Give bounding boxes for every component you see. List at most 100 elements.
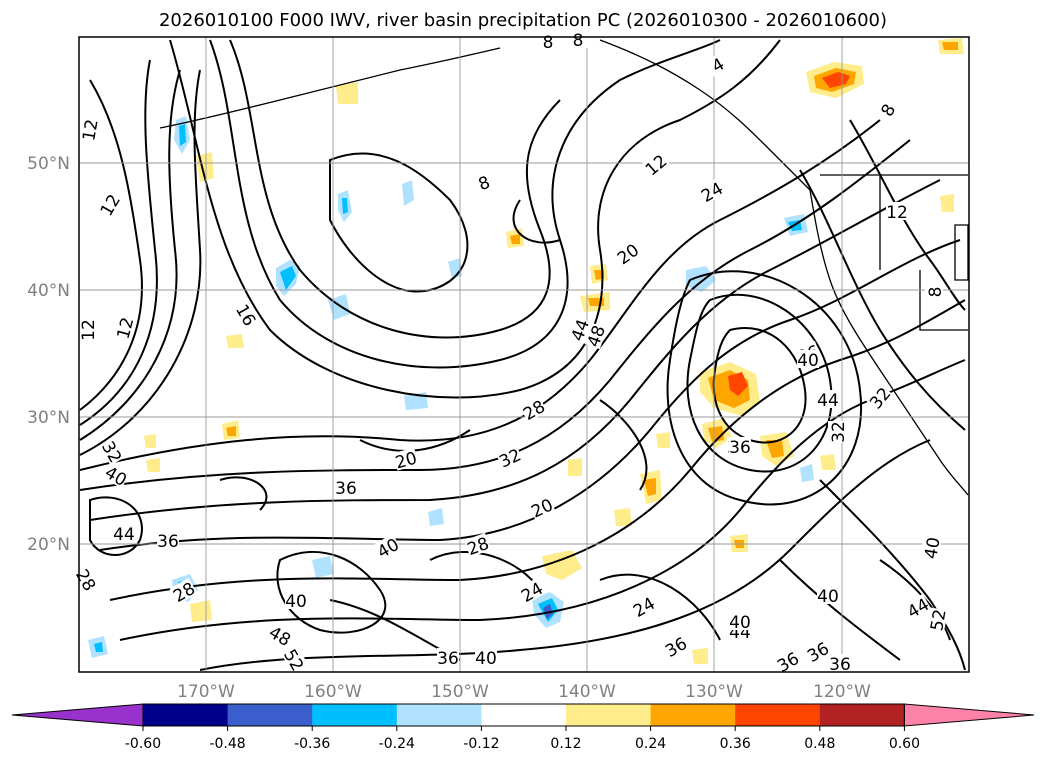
colorbar-tick-label: 0.48 (804, 736, 835, 752)
iwv-contour-line (79, 79, 143, 411)
colorbar-segment (650, 704, 736, 726)
precip-positive-patch (766, 440, 784, 458)
precip-positive-patch (940, 194, 954, 212)
precip-negative-patch (280, 266, 296, 290)
iwv-contour-line (79, 59, 158, 426)
lat-label: 50°N (27, 154, 70, 174)
precip-positive-patch (656, 432, 670, 448)
colorbar-segment (396, 704, 482, 726)
iwv-contour-line (599, 573, 721, 641)
iwv-contour-line (799, 169, 966, 431)
precip-positive-patch (226, 334, 244, 348)
contour-label-bg (873, 95, 901, 124)
contour-label-bg (266, 621, 295, 649)
contour-label-bg (925, 281, 943, 303)
contour-label-bg (112, 314, 136, 341)
coastline-alaska (599, 39, 811, 191)
iwv-contour-line (666, 270, 863, 506)
coastline-west-coast (809, 189, 969, 496)
coastline-aleutians (159, 47, 501, 129)
contour-label-bg (78, 319, 96, 341)
lon-label: 160°W (304, 682, 362, 702)
contour-label: 36 (729, 438, 751, 458)
iwv-contour-line (712, 327, 807, 444)
iwv-contour-line (599, 399, 648, 491)
precip-negative-patch (428, 508, 444, 526)
iwv-contour-line (89, 179, 941, 521)
contour-label-bg (169, 577, 198, 605)
contour-label: 12 (79, 118, 102, 143)
precip-positive-patch (336, 82, 358, 104)
iwv-contour-line (779, 559, 901, 661)
precip-negative-patch (402, 180, 414, 206)
contour-label: 8 (543, 33, 554, 53)
precip-positive-patch (542, 550, 582, 580)
colorbar-tick-label: 0.60 (889, 736, 920, 752)
contour-label-bg (113, 524, 135, 542)
contour-label-bg (335, 478, 357, 496)
colorbar-segment (312, 704, 398, 726)
contour-label-bg (641, 150, 670, 179)
lon-label: 150°W (431, 682, 489, 702)
contour-label-bg (817, 390, 839, 408)
contour-label-bg (661, 632, 690, 660)
contour-label-bg (797, 350, 819, 368)
iwv-contour-line (79, 139, 911, 491)
contour-label-bg (773, 647, 802, 675)
colorbar-frame (142, 703, 905, 727)
contour-label-bg (373, 533, 402, 561)
precip-positive-patch (820, 454, 836, 470)
contour-label: 52 (927, 608, 950, 633)
contour-label: 44 (113, 525, 135, 545)
colorbar-tick-label: 0.24 (635, 736, 666, 752)
contour-label: 40 (729, 613, 751, 633)
contour-label: 12 (886, 203, 908, 223)
colorbar-tick-label: -0.36 (294, 736, 330, 752)
precip-positive-patch (614, 508, 632, 526)
contour-label-bg (926, 607, 948, 633)
map-background (79, 37, 969, 672)
iwv-contour-line (79, 69, 181, 441)
precip-positive-patch (146, 458, 160, 472)
lat-label: 20°N (27, 535, 70, 555)
contour-label: 44 (817, 391, 839, 411)
contour-label: 40 (817, 587, 839, 607)
precip-positive-patch (692, 648, 708, 664)
iwv-contour-line (512, 199, 561, 244)
iwv-contour-line (209, 39, 721, 369)
contour-label: 12 (79, 319, 99, 341)
contour-label-bg (613, 239, 642, 267)
colorbar-segment (143, 704, 229, 726)
lat-label: 40°N (27, 281, 70, 301)
contour-label-bg (629, 592, 658, 620)
contour-label-bg (233, 300, 261, 329)
precip-negative-patch (342, 198, 348, 214)
contour-label-bg (519, 395, 548, 423)
contour-label-bg (157, 531, 179, 549)
contour-label-bg (729, 437, 751, 455)
contour-label-bg (527, 494, 556, 520)
contour-label-bg (517, 577, 546, 605)
contour-label: 40 (475, 649, 497, 669)
colorbar-tick-label: -0.48 (209, 736, 245, 752)
colorbar-tick-label: -0.12 (463, 736, 499, 752)
contour-label: 40 (921, 536, 944, 561)
contour-label-bg (102, 461, 131, 489)
gridlines (79, 37, 969, 672)
map-panel: 1212121288841224201644482832203636404436… (71, 30, 970, 677)
iwv-contour-line (79, 119, 881, 471)
precip-positive-patch (510, 234, 520, 244)
contour-label-bg (464, 532, 492, 558)
latitude-labels: 50°N 40°N 30°N 20°N (27, 154, 70, 555)
contour-label-bg (392, 447, 419, 471)
contour-label: 40 (285, 592, 307, 612)
precip-positive-patch (708, 426, 724, 442)
contour-label-bg (828, 421, 846, 443)
contour-label-bg (73, 565, 101, 594)
contour-label: 8 (926, 287, 946, 298)
iwv-contour-line (99, 239, 961, 551)
contour-label-bg (470, 169, 498, 195)
precip-positive-patch (144, 434, 156, 448)
precip-positive-patch (644, 478, 656, 496)
lon-label: 130°W (685, 682, 743, 702)
